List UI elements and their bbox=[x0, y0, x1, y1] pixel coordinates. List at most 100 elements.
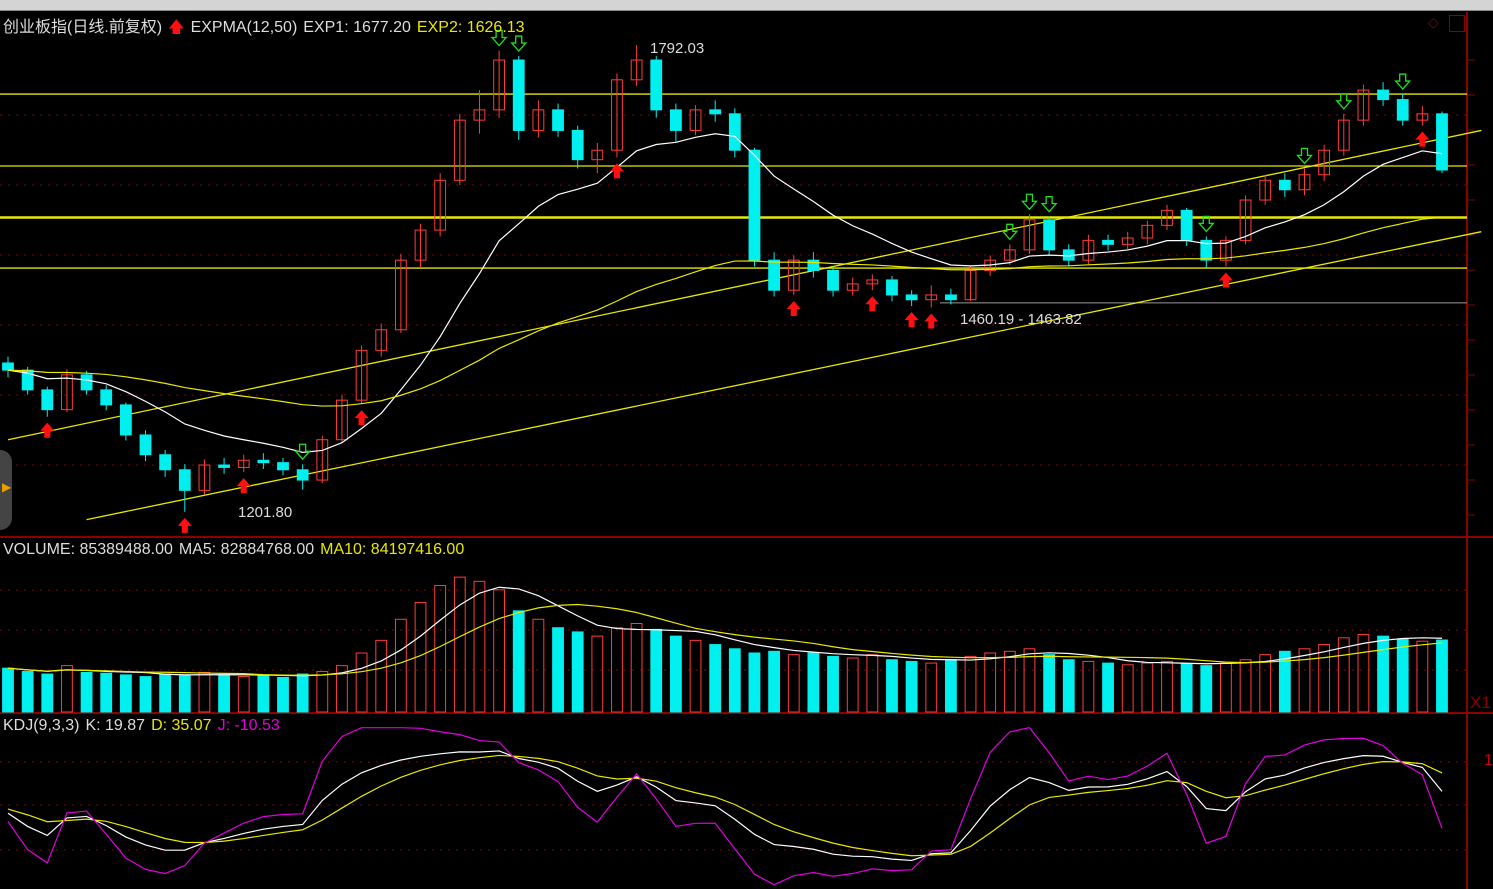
volume-bar bbox=[1161, 660, 1173, 713]
volume-bar bbox=[1318, 644, 1331, 713]
diamond-icon[interactable]: ◇ bbox=[1428, 14, 1439, 30]
volume-bar bbox=[453, 576, 466, 713]
volume-bar bbox=[198, 671, 211, 713]
sell-arrow-icon bbox=[1040, 195, 1058, 213]
candle-down bbox=[807, 259, 820, 271]
candle-down bbox=[748, 149, 761, 261]
candle-down bbox=[277, 462, 289, 471]
volume-bar bbox=[394, 618, 407, 713]
kdj-axis-tick: 1 bbox=[1484, 752, 1493, 769]
buy-arrow-icon bbox=[354, 410, 369, 426]
candle-up bbox=[453, 119, 466, 181]
buy-arrow-icon bbox=[865, 296, 880, 312]
buy-arrow-icon bbox=[904, 312, 919, 328]
sell-arrow-icon bbox=[1335, 93, 1353, 110]
candle-down bbox=[21, 369, 34, 391]
low-annotation: 1201.80 bbox=[238, 504, 293, 521]
window-toggle-icon[interactable] bbox=[1449, 15, 1465, 32]
volume-ma10-line bbox=[7, 603, 1443, 676]
volume-bar bbox=[237, 676, 250, 713]
candle-up bbox=[1318, 149, 1331, 176]
candle-up bbox=[630, 59, 643, 81]
chart-title: 创业板指(日线.前复权) bbox=[3, 19, 163, 36]
volume-bar bbox=[748, 652, 761, 713]
candle-up bbox=[846, 283, 859, 291]
candle-up bbox=[473, 109, 486, 121]
candle-down bbox=[945, 294, 957, 301]
volume-bar bbox=[1023, 648, 1036, 713]
candle-down bbox=[709, 109, 722, 115]
candle-up bbox=[1121, 237, 1134, 245]
volume-bar bbox=[827, 655, 839, 713]
volume-bar bbox=[1377, 635, 1389, 713]
ma10-value: MA10: 84197416.00 bbox=[320, 541, 465, 558]
candle-down bbox=[296, 469, 309, 481]
volume-bar bbox=[571, 631, 584, 713]
trendline bbox=[7, 129, 1482, 441]
expand-arrow-icon: ▶ bbox=[2, 480, 12, 494]
volume-bar bbox=[1121, 664, 1134, 713]
candle-down bbox=[827, 269, 839, 291]
sell-arrow-icon bbox=[294, 443, 312, 461]
volume-bar bbox=[1102, 662, 1114, 713]
volume-bar bbox=[728, 648, 741, 713]
candle-up bbox=[1161, 209, 1173, 226]
j-value: J: -10.53 bbox=[217, 717, 280, 734]
volume-bar bbox=[41, 673, 54, 713]
candle-down bbox=[178, 469, 191, 491]
candle-up bbox=[414, 229, 427, 261]
candle-down bbox=[100, 389, 113, 406]
buy-arrow-icon bbox=[1218, 272, 1233, 288]
sell-arrow-icon bbox=[1021, 193, 1038, 211]
volume-bar bbox=[591, 635, 604, 713]
volume-bar bbox=[473, 580, 486, 713]
candle-up bbox=[375, 329, 388, 351]
candle-down bbox=[41, 389, 54, 411]
candle-up bbox=[316, 439, 329, 481]
volume-bar bbox=[866, 654, 879, 713]
candle-down bbox=[257, 459, 270, 464]
candle-up bbox=[532, 109, 545, 131]
indicator-name: EXPMA(12,50) bbox=[190, 19, 298, 36]
volume-bar bbox=[787, 654, 800, 713]
sell-arrow-icon bbox=[1197, 215, 1215, 233]
candle-down bbox=[139, 434, 152, 456]
candle-up bbox=[61, 374, 73, 411]
volume-bar bbox=[61, 665, 73, 713]
volume-bar bbox=[689, 639, 702, 713]
volume-bar bbox=[984, 652, 997, 713]
candle-up bbox=[1357, 89, 1370, 121]
volume-bar bbox=[650, 628, 663, 713]
candle-up bbox=[1239, 199, 1252, 241]
volume-bar bbox=[1259, 654, 1272, 713]
candle-down bbox=[80, 374, 93, 391]
volume-bar bbox=[1298, 648, 1311, 713]
volume-bar bbox=[768, 650, 781, 713]
volume-ma5-line bbox=[7, 586, 1443, 677]
volume-bar bbox=[1043, 654, 1056, 713]
volume-bar bbox=[1200, 665, 1213, 713]
candle-up bbox=[1220, 239, 1232, 261]
volume-bar bbox=[1003, 650, 1016, 713]
candle-up bbox=[1416, 113, 1429, 121]
candle-up bbox=[964, 269, 977, 301]
volume-bar bbox=[139, 676, 152, 713]
candle-down bbox=[1180, 209, 1193, 241]
candle-up bbox=[1141, 224, 1154, 239]
candle-up bbox=[394, 259, 407, 331]
volume-bar bbox=[178, 675, 191, 713]
candle-up bbox=[434, 179, 447, 231]
scale-label[interactable]: X1 bbox=[1470, 693, 1491, 712]
volume-bar bbox=[925, 662, 938, 713]
toolbar bbox=[0, 0, 1493, 11]
buy-arrow-icon bbox=[924, 313, 939, 329]
volume-bar bbox=[512, 610, 525, 713]
candle-down bbox=[728, 113, 741, 151]
sell-arrow-icon bbox=[490, 29, 508, 47]
volume-bar bbox=[552, 627, 564, 713]
candle-down bbox=[1436, 113, 1448, 171]
side-panel-toggle[interactable]: ▶ bbox=[0, 450, 12, 530]
trendline bbox=[86, 231, 1482, 521]
candle-up bbox=[355, 349, 368, 401]
